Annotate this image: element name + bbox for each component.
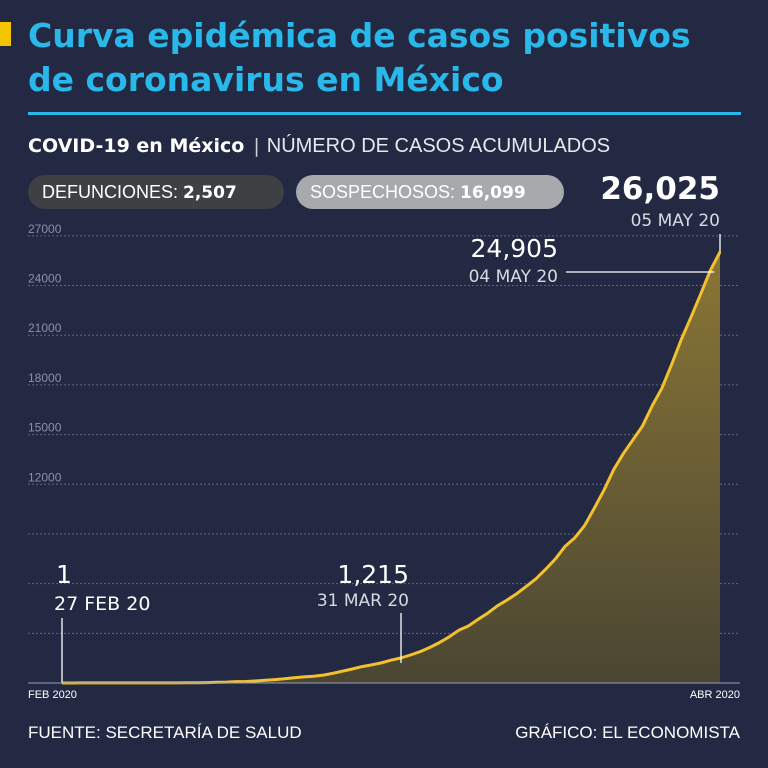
annotation-value-mar31: 1,215 <box>337 560 409 589</box>
annotation-value-may04: 24,905 <box>471 234 558 263</box>
data-point <box>235 680 237 683</box>
data-point <box>303 676 305 678</box>
data-point <box>438 641 441 644</box>
title-accent-bar <box>0 22 11 46</box>
data-point <box>515 592 518 595</box>
data-point <box>535 577 537 580</box>
data-point <box>245 680 247 683</box>
suspected-label: SOSPECHOSOS: <box>310 182 461 202</box>
chart-subtitle: COVID-19 en México | NÚMERO DE CASOS ACUMU… <box>28 133 610 159</box>
data-point <box>390 659 392 661</box>
data-point <box>254 680 257 682</box>
data-point <box>351 668 354 670</box>
data-point <box>651 404 654 407</box>
data-point <box>457 629 460 632</box>
data-point <box>322 674 325 676</box>
data-point <box>448 636 450 638</box>
data-point <box>467 625 470 627</box>
data-point <box>690 316 692 319</box>
chart-title-line-2: de coronavirus en México <box>28 60 504 99</box>
data-point <box>341 670 344 672</box>
data-point <box>603 489 605 492</box>
deaths-badge: DEFUNCIONES: 2,507 <box>28 175 284 209</box>
data-point <box>622 452 625 455</box>
data-point <box>477 618 479 621</box>
data-point <box>525 585 528 587</box>
chart-title-line-1: Curva epidémica de casos positivos <box>28 16 691 55</box>
credit-note: GRÁFICO: EL ECONOMISTA <box>515 723 740 742</box>
data-point <box>709 269 712 272</box>
y-tick-label: 27000 <box>28 222 62 236</box>
y-tick-label: 15000 <box>28 421 62 435</box>
annotation-date-first: 27 FEB 20 <box>54 593 150 615</box>
data-point <box>409 654 412 656</box>
annotation-date-may04: 04 MAY 20 <box>469 267 558 287</box>
x-tick-label-start: FEB 2020 <box>28 689 77 701</box>
data-point <box>632 439 634 441</box>
deaths-label: DEFUNCIONES: <box>42 182 184 202</box>
data-point <box>419 650 421 653</box>
data-point <box>361 665 363 668</box>
data-point <box>612 469 615 471</box>
data-point <box>370 664 373 666</box>
data-point <box>274 678 276 681</box>
data-point <box>661 387 663 390</box>
data-point <box>380 662 383 664</box>
subtitle-separator: | <box>253 135 260 157</box>
data-point <box>641 425 644 427</box>
y-tick-label: 21000 <box>28 321 62 335</box>
data-point <box>670 363 673 366</box>
suspected-badge: SOSPECHOSOS: 16,099 <box>296 175 564 209</box>
data-point <box>680 338 683 341</box>
suspected-value: 16,099 <box>460 183 526 203</box>
subtitle-metric: NÚMERO DE CASOS ACUMULADOS <box>266 135 611 157</box>
data-point <box>506 599 508 601</box>
annotation-date-mar31: 31 MAR 20 <box>317 591 409 611</box>
data-point <box>564 545 566 547</box>
data-point <box>283 678 286 680</box>
data-point <box>486 612 489 614</box>
annotation-value-may05: 26,025 <box>600 171 720 207</box>
annotation-value-first: 1 <box>56 560 72 589</box>
data-point <box>574 536 576 539</box>
y-tick-label: 24000 <box>28 272 62 286</box>
data-point <box>332 672 334 675</box>
chart-title: Curva epidémica de casos positivos de co… <box>28 14 748 102</box>
y-tick-label: 18000 <box>28 371 62 385</box>
data-point <box>264 679 267 682</box>
data-point <box>293 676 296 679</box>
data-point <box>593 507 596 510</box>
annotation-date-may05: 05 MAY 20 <box>631 211 720 231</box>
data-point <box>699 293 702 296</box>
deaths-value: 2,507 <box>183 183 237 203</box>
subtitle-country: COVID-19 en México <box>28 135 245 157</box>
data-point <box>312 675 315 678</box>
data-point <box>545 568 547 570</box>
data-point <box>496 605 499 607</box>
data-point <box>428 646 431 649</box>
source-note: FUENTE: SECRETARÍA DE SALUD <box>28 723 302 742</box>
title-divider <box>28 112 741 115</box>
x-tick-label-end: ABR 2020 <box>690 689 740 701</box>
data-point <box>583 524 586 527</box>
y-tick-label: 12000 <box>28 470 62 484</box>
data-point <box>554 558 557 560</box>
area-fill <box>62 252 720 683</box>
